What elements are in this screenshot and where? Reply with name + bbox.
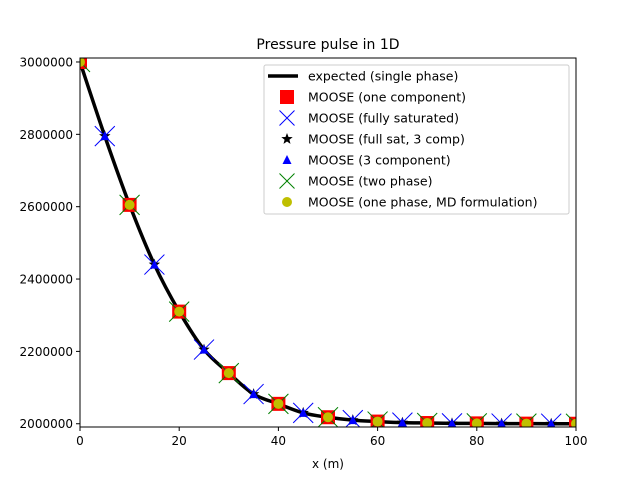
data-point — [80, 58, 91, 73]
legend-item-0: expected (single phase) — [268, 69, 458, 84]
y-tick-label: 2600000 — [20, 200, 73, 214]
data-point — [124, 199, 135, 210]
legend-item-5: MOOSE (two phase) — [279, 173, 433, 189]
series-4 — [100, 131, 556, 427]
x-tick-label: 0 — [76, 434, 84, 448]
legend-marker — [282, 155, 292, 164]
data-point — [323, 412, 333, 423]
legend-item-4: MOOSE (3 component) — [282, 153, 451, 168]
legend-marker — [279, 110, 295, 126]
legend-marker — [281, 133, 293, 144]
data-point — [273, 398, 284, 409]
legend-item-6: MOOSE (one phase, MD formulation) — [282, 195, 537, 210]
y-tick-label: 2800000 — [20, 128, 73, 142]
data-point — [565, 413, 576, 427]
legend: expected (single phase) MOOSE (one compon… — [263, 64, 570, 215]
data-point — [547, 418, 556, 427]
data-point — [223, 368, 234, 379]
legend-label: MOOSE (one component) — [308, 90, 466, 105]
x-tick-label: 100 — [565, 434, 588, 448]
chart-title: Pressure pulse in 1D — [256, 37, 399, 53]
data-point — [397, 417, 407, 427]
axes-frame — [79, 57, 577, 428]
y-tick-label: 2400000 — [20, 273, 73, 287]
data-point — [298, 407, 308, 417]
data-point — [497, 418, 506, 427]
legend-marker — [282, 197, 292, 207]
x-tick-label: 40 — [271, 434, 286, 448]
data-point — [422, 418, 433, 427]
legend-label: MOOSE (fully saturated) — [308, 111, 459, 126]
y-tick-label: 2200000 — [20, 345, 73, 359]
legend-label: expected (single phase) — [308, 69, 458, 84]
legend-item-1: MOOSE (one component) — [280, 90, 466, 105]
data-point — [149, 259, 159, 269]
legend-label: MOOSE (two phase) — [308, 174, 433, 189]
legend-marker — [279, 173, 295, 189]
data-point — [100, 131, 110, 141]
legend-label: MOOSE (full sat, 3 comp) — [308, 132, 465, 147]
series-6 — [80, 58, 576, 427]
data-point — [571, 418, 576, 427]
data-point — [447, 418, 457, 427]
x-tick-label: 20 — [172, 434, 187, 448]
plot-area — [80, 58, 576, 427]
data-point — [521, 418, 532, 427]
legend-item-3: MOOSE (full sat, 3 comp) — [281, 132, 465, 147]
legend-marker — [280, 90, 294, 104]
data-point — [348, 415, 358, 425]
data-point — [471, 418, 482, 427]
y-tick-label: 2000000 — [20, 417, 73, 431]
data-point — [249, 389, 259, 399]
legend-label: MOOSE (one phase, MD formulation) — [308, 195, 537, 210]
legend-box — [263, 64, 570, 215]
x-axis-label: x (m) — [312, 457, 344, 471]
data-point — [80, 58, 85, 67]
legend-label: MOOSE (3 component) — [308, 153, 451, 168]
y-tick-label: 3000000 — [20, 55, 73, 69]
data-point — [174, 306, 185, 317]
legend-item-2: MOOSE (fully saturated) — [279, 110, 459, 126]
x-tick-label: 60 — [370, 434, 385, 448]
data-point — [199, 344, 209, 354]
data-point — [372, 416, 383, 427]
x-tick-label: 80 — [469, 434, 484, 448]
